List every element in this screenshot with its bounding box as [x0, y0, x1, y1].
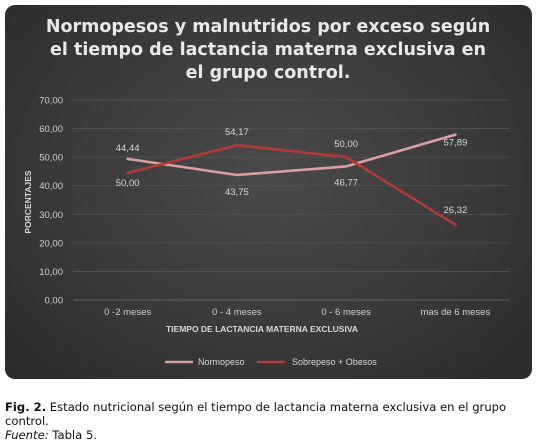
- y-tick-label: 60,00: [39, 124, 63, 135]
- data-label: 50,00: [116, 178, 140, 189]
- chart-title-line: el grupo control.: [186, 63, 351, 83]
- data-labels: 44,44 43,75 46,77 57,89 50,00 54,17 50,00 26,32: [116, 127, 468, 216]
- data-label: 26,32: [443, 205, 467, 216]
- chart-title-line: el tiempo de lactancia materna exclusiva…: [50, 40, 486, 60]
- series-line-normopeso: [126, 133, 457, 177]
- chart-title-line: Normopesos y malnutridos por exceso segú…: [46, 17, 490, 37]
- data-label: 54,17: [225, 127, 249, 138]
- y-tick-label: 0,00: [45, 296, 64, 307]
- data-label: 46,77: [334, 177, 358, 188]
- legend: Normopeso Sobrepeso + Obesos: [165, 357, 377, 367]
- y-tick-label: 70,00: [39, 96, 63, 107]
- y-tick-label: 40,00: [39, 181, 63, 192]
- x-tick-label: 0 -2 meses: [104, 307, 151, 318]
- x-tick-label: 0 - 6 meses: [321, 307, 371, 318]
- series-lines: [126, 133, 457, 227]
- figure-caption: Fig. 2. Estado nutricional según el tiem…: [5, 400, 530, 442]
- legend-label: Sobrepeso + Obesos: [292, 357, 377, 367]
- y-tick-label: 50,00: [39, 153, 63, 164]
- x-axis-ticks: 0 -2 meses 0 - 4 meses 0 - 6 meses mas de 6…: [104, 307, 490, 318]
- caption-text: Estado nutricional según el tiempo de la…: [5, 400, 507, 428]
- x-axis-title: TIEMPO DE LACTANCIA MATERNA EXCLUSIVA: [166, 324, 358, 334]
- x-tick-label: mas de 6 meses: [421, 307, 491, 318]
- line-chart: Normopesos y malnutridos por exceso segú…: [23, 17, 510, 367]
- figure-label: Fig. 2.: [5, 400, 47, 414]
- data-label: 43,75: [225, 187, 249, 198]
- y-tick-label: 20,00: [39, 238, 63, 249]
- source-text: Tabla 5.: [48, 428, 98, 442]
- gridlines: [73, 99, 510, 301]
- y-axis-title: PORCENTAJES: [23, 170, 33, 233]
- data-label: 57,89: [443, 138, 467, 149]
- y-tick-label: 30,00: [39, 210, 63, 221]
- source-label: Fuente:: [5, 428, 49, 442]
- data-label: 44,44: [116, 143, 140, 154]
- data-label: 50,00: [334, 139, 358, 150]
- x-tick-label: 0 - 4 meses: [212, 307, 262, 318]
- chart-title: Normopesos y malnutridos por exceso segú…: [46, 17, 490, 83]
- y-tick-label: 10,00: [39, 267, 63, 278]
- series-line-sobrepeso-obesos: [126, 143, 457, 227]
- y-axis-ticks: 0,00 10,00 20,00 30,00 40,00 50,00 60,00 70,00: [39, 96, 63, 307]
- chart-panel: Normopesos y malnutridos por exceso segú…: [5, 5, 532, 379]
- legend-label: Normopeso: [198, 357, 245, 367]
